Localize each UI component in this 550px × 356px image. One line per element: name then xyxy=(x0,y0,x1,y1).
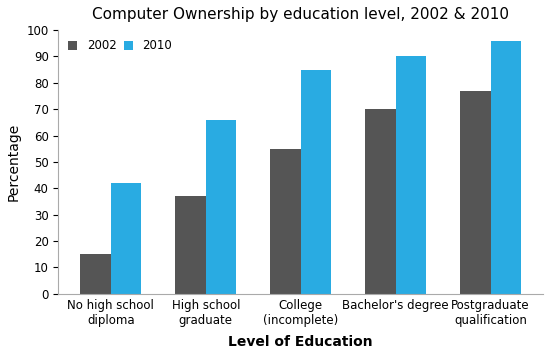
Bar xyxy=(80,254,111,294)
Bar xyxy=(365,109,395,294)
Bar xyxy=(491,41,521,294)
Bar xyxy=(395,57,426,294)
Title: Computer Ownership by education level, 2002 & 2010: Computer Ownership by education level, 2… xyxy=(92,7,509,22)
Legend: 2002, 2010: 2002, 2010 xyxy=(64,36,176,56)
Bar xyxy=(206,120,236,294)
Bar xyxy=(460,91,491,294)
Y-axis label: Percentage: Percentage xyxy=(7,123,21,201)
Bar xyxy=(111,183,141,294)
Bar xyxy=(175,196,206,294)
X-axis label: Level of Education: Level of Education xyxy=(228,335,373,349)
Bar xyxy=(301,70,331,294)
Bar xyxy=(271,149,301,294)
